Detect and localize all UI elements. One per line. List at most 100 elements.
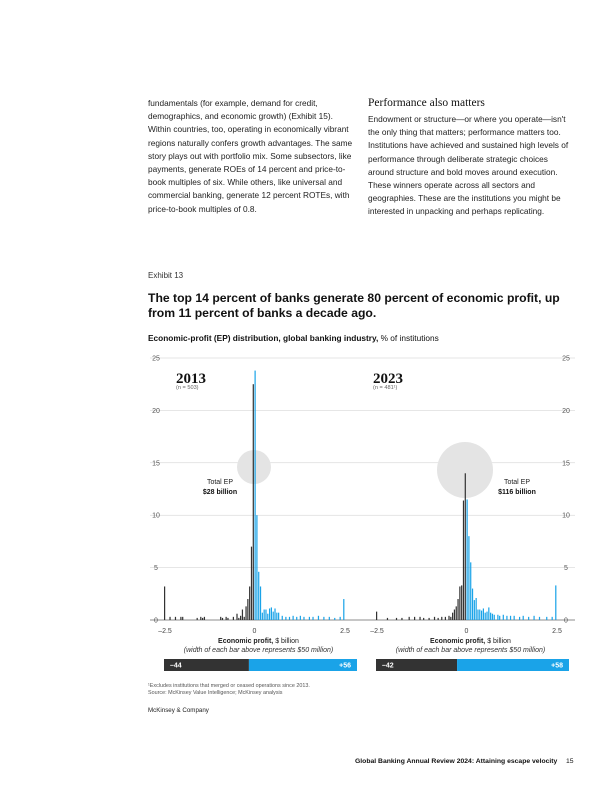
x-tick-2013-1: 0 (253, 628, 257, 635)
x-axis-label-unit: $ billion (485, 638, 511, 645)
summary-positive-2013: +56 (339, 663, 351, 670)
bar-negative-2023-22 (464, 473, 466, 620)
bar-positive-2023-17 (499, 615, 501, 620)
y-tick-right-20: 20 (562, 408, 570, 415)
bar-negative-2013-11 (225, 616, 227, 620)
bar-negative-2023-10 (437, 617, 439, 620)
bar-negative-2013-23 (252, 384, 254, 620)
chart-n-2013: (n = 503) (176, 385, 199, 391)
bar-negative-2013-17 (241, 609, 244, 620)
section-heading: Performance also matters (368, 97, 485, 109)
bar-negative-2013-20 (247, 599, 249, 620)
bar-negative-2013-14 (236, 613, 238, 620)
highlight-circle-2023 (437, 442, 493, 498)
bar-positive-2013-3 (259, 586, 262, 620)
bar-negative-2023-11 (441, 616, 443, 620)
x-axis-label-bold: Economic profit, (430, 638, 485, 645)
bar-positive-2023-13 (490, 612, 492, 620)
exhibit-title: The top 14 percent of banks generate 80 … (148, 291, 560, 320)
summary-bar-negative-2023 (376, 659, 458, 671)
x-axis-note-2013: (width of each bar above represents $50 … (184, 647, 333, 654)
page-footer-title: Global Banking Annual Review 2024: Attai… (355, 758, 558, 765)
bar-positive-2023-7 (479, 609, 481, 620)
right-column: Performance also matters Endowment or st… (368, 97, 575, 219)
footnote: ¹Excludes institutions that merged or ce… (148, 683, 310, 697)
bar-positive-2013-25 (328, 616, 330, 620)
bar-negative-2023-3 (401, 617, 403, 620)
chart-n-2023: (n = 481¹) (373, 385, 398, 391)
bar-positive-2023-27 (546, 616, 548, 620)
bar-positive-2023-11 (486, 611, 488, 620)
bar-positive-2013-22 (312, 616, 314, 620)
bar-negative-2013-15 (238, 617, 240, 620)
bar-negative-2013-2 (174, 616, 177, 620)
highlight-circle-2013 (237, 450, 271, 484)
brand-source: McKinsey & Company (148, 707, 209, 714)
total-ep-label-2013: Total EP (207, 479, 233, 486)
bar-positive-2023-14 (491, 613, 494, 620)
bar-negative-2023-14 (450, 616, 452, 620)
bar-positive-2023-28 (551, 616, 553, 620)
bar-negative-2013-0 (164, 586, 166, 620)
bar-negative-2023-19 (459, 586, 461, 620)
bar-negative-2023-0 (376, 611, 378, 620)
bar-positive-2023-18 (502, 614, 504, 620)
bar-positive-2023-16 (497, 614, 499, 620)
bar-negative-2023-9 (433, 616, 436, 620)
bar-negative-2013-1 (169, 616, 171, 620)
bar-negative-2013-5 (196, 617, 198, 620)
bar-negative-2023-20 (461, 585, 463, 620)
bar-positive-2013-10 (272, 611, 274, 620)
footnote-source: Source: McKinsey Value Intelligence; McK… (148, 690, 283, 696)
exhibit-subtitle-unit: % of institutions (378, 333, 439, 343)
bar-negative-2013-7 (202, 617, 204, 620)
left-column: fundamentals (for example, demand for cr… (148, 97, 358, 216)
bar-positive-2023-22 (518, 616, 521, 620)
bar-negative-2023-17 (455, 606, 457, 620)
bar-negative-2023-2 (395, 617, 398, 620)
bar-negative-2023-7 (423, 617, 425, 620)
y-tick-right-0: 0 (564, 618, 568, 625)
x-tick-2023-2: 2.5 (552, 628, 562, 635)
bar-negative-2023-1 (386, 617, 389, 620)
bar-positive-2013-6 (265, 609, 267, 620)
bar-negative-2013-19 (245, 606, 247, 620)
bar-negative-2023-16 (453, 609, 456, 620)
bar-positive-2013-20 (303, 616, 305, 620)
bar-positive-2023-12 (488, 607, 490, 620)
page-number: 15 (566, 758, 574, 765)
bar-negative-2023-21 (462, 500, 465, 620)
bar-positive-2023-21 (513, 615, 515, 620)
bar-negative-2013-18 (243, 616, 245, 620)
bar-positive-2023-3 (471, 588, 474, 620)
y-tick-left-15: 15 (152, 460, 160, 467)
bar-positive-2023-2 (470, 562, 472, 620)
bar-positive-2023-25 (533, 615, 535, 620)
y-tick-left-10: 10 (152, 513, 160, 520)
exhibit-subtitle: Economic-profit (EP) distribution, globa… (148, 333, 439, 343)
chart-title-2023: 2023 (373, 371, 403, 387)
left-column-text: fundamentals (for example, demand for cr… (148, 98, 353, 214)
bar-positive-2013-14 (281, 615, 283, 620)
bar-negative-2013-22 (250, 546, 253, 620)
chart-title-2013: 2013 (176, 371, 206, 387)
bar-negative-2013-10 (221, 617, 224, 620)
bar-positive-2023-23 (522, 615, 524, 620)
bar-positive-2013-21 (308, 616, 311, 620)
bar-positive-2013-12 (276, 612, 278, 620)
bar-positive-2023-26 (538, 616, 541, 620)
y-tick-right-5: 5 (564, 565, 568, 572)
bar-positive-2023-24 (528, 616, 530, 620)
bar-positive-2023-5 (475, 597, 477, 620)
bar-negative-2023-4 (408, 616, 410, 620)
y-tick-right-25: 25 (562, 356, 570, 363)
bar-positive-2013-0 (254, 370, 256, 620)
right-column-text: Endowment or structure—or where you oper… (368, 114, 569, 217)
total-ep-value-2023: $116 billion (498, 489, 536, 496)
bar-positive-2013-18 (296, 616, 298, 620)
bar-positive-2023-19 (506, 615, 508, 620)
bar-negative-2013-12 (227, 617, 229, 620)
bar-positive-2013-26 (334, 617, 336, 620)
bar-negative-2023-13 (448, 615, 450, 620)
bar-positive-2013-9 (270, 607, 272, 620)
